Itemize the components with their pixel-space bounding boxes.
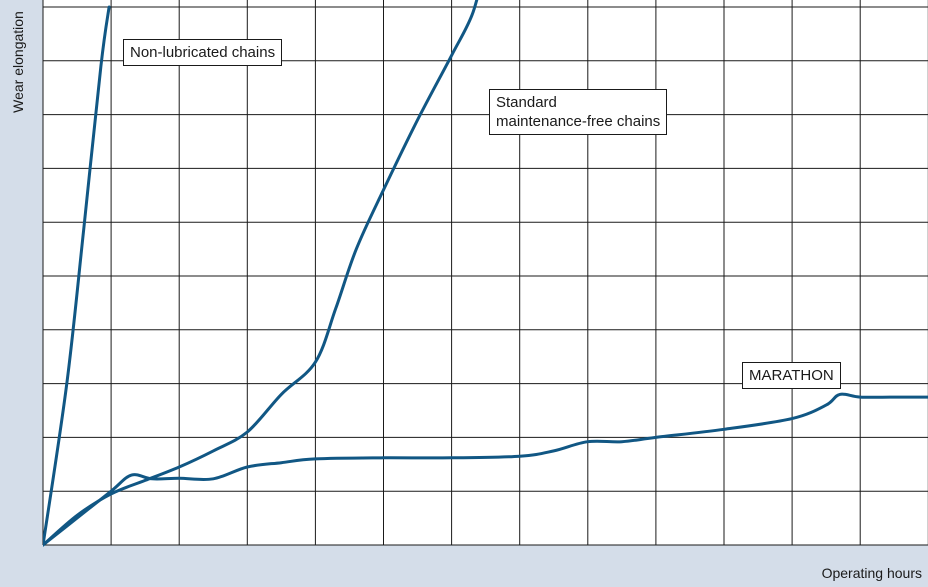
plot-area — [43, 0, 928, 545]
series-line-0 — [43, 5, 111, 547]
y-axis-label-container: Wear elongation — [0, 0, 36, 130]
series-line-1 — [43, 0, 479, 547]
annotation-standard: Standard maintenance-free chains — [489, 89, 668, 135]
y-axis-label: Wear elongation — [10, 11, 26, 113]
x-axis-label: Operating hours — [821, 565, 922, 581]
series-line-2 — [43, 392, 928, 547]
annotation-non-lubricated: Non-lubricated chains — [123, 39, 283, 66]
annotation-marathon: MARATHON — [742, 362, 841, 389]
grid — [42, 0, 928, 546]
series-lines — [43, 0, 928, 547]
